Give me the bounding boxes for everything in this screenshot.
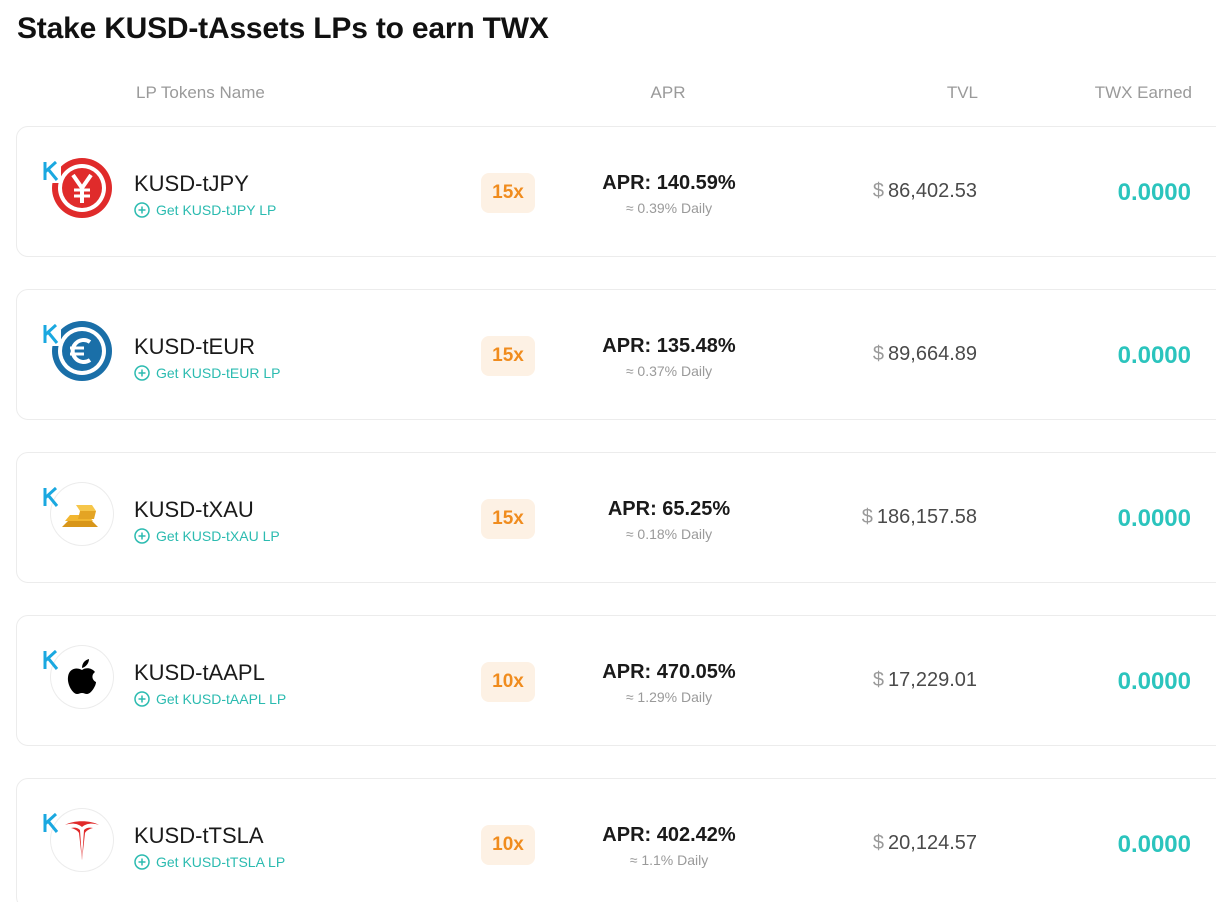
apr-value: APR: 65.25% bbox=[607, 498, 731, 520]
farm-row-taapl[interactable]: KUSD-tAAPL Get KUSD-tAAPL LP 10x APR: 47… bbox=[16, 615, 1216, 746]
apr-value: APR: 402.42% bbox=[602, 824, 736, 846]
get-lp-label: Get KUSD-tEUR LP bbox=[156, 365, 281, 381]
multiplier-badge: 15x bbox=[481, 499, 535, 539]
get-lp-label: Get KUSD-tAAPL LP bbox=[156, 691, 287, 707]
tvl-value: $186,157.58 bbox=[862, 506, 977, 529]
column-header-apr: APR bbox=[650, 83, 686, 102]
apr-value: APR: 470.05% bbox=[602, 661, 736, 683]
tvl-currency: $ bbox=[872, 669, 885, 691]
k-logo-icon bbox=[43, 324, 59, 344]
tvl-amount: 89,664.89 bbox=[888, 343, 977, 365]
tvl-amount: 86,402.53 bbox=[888, 180, 977, 202]
daily-rate: ≈ 1.1% Daily bbox=[629, 852, 709, 868]
tvl-currency: $ bbox=[861, 506, 873, 528]
multiplier-badge: 15x bbox=[481, 336, 535, 376]
apr-value: APR: 140.59% bbox=[602, 172, 736, 194]
k-logo-icon bbox=[43, 487, 59, 507]
daily-rate: ≈ 1.29% Daily bbox=[625, 689, 713, 705]
get-lp-label: Get KUSD-tTSLA LP bbox=[156, 854, 286, 870]
farm-row-tjpy[interactable]: KUSD-tJPY Get KUSD-tJPY LP 15x APR: 140.… bbox=[16, 126, 1216, 257]
lp-token-name: KUSD-tEUR bbox=[134, 334, 256, 359]
tvl-currency: $ bbox=[872, 180, 885, 202]
plus-circle-icon bbox=[134, 528, 150, 544]
daily-rate: ≈ 0.37% Daily bbox=[625, 363, 713, 379]
farm-row-ttsla[interactable]: KUSD-tTSLA Get KUSD-tTSLA LP 10x APR: 40… bbox=[16, 778, 1216, 902]
multiplier-badge: 10x bbox=[481, 662, 535, 702]
apr-value: APR: 135.48% bbox=[602, 335, 736, 357]
table-header: LP Tokens Name APR TVL TWX Earned bbox=[0, 83, 1216, 107]
tesla-icon bbox=[51, 809, 113, 871]
tvl-amount: 17,229.01 bbox=[888, 669, 977, 691]
column-header-tvl: TVL bbox=[946, 83, 978, 102]
page-title: Stake KUSD-tAssets LPs to earn TWX bbox=[17, 12, 549, 45]
column-header-earned: TWX Earned bbox=[1094, 83, 1192, 102]
lp-token-name: KUSD-tJPY bbox=[134, 171, 249, 196]
twx-earned-value: 0.0000 bbox=[1117, 342, 1191, 369]
tvl-amount: 186,157.58 bbox=[876, 506, 977, 528]
get-lp-link[interactable]: Get KUSD-tXAU LP bbox=[134, 528, 280, 544]
k-logo-icon bbox=[43, 161, 59, 181]
plus-circle-icon bbox=[134, 365, 150, 381]
tvl-value: $89,664.89 bbox=[873, 343, 977, 366]
daily-rate: ≈ 0.18% Daily bbox=[625, 526, 713, 542]
tvl-value: $86,402.53 bbox=[873, 180, 977, 203]
lp-token-name: KUSD-tAAPL bbox=[134, 660, 265, 685]
gold-bars-icon bbox=[51, 483, 113, 545]
get-lp-link[interactable]: Get KUSD-tEUR LP bbox=[134, 365, 280, 381]
multiplier-badge: 10x bbox=[481, 825, 535, 865]
lp-token-name: KUSD-tXAU bbox=[134, 497, 254, 522]
twx-earned-value: 0.0000 bbox=[1117, 668, 1191, 695]
plus-circle-icon bbox=[134, 854, 150, 870]
yen-icon bbox=[51, 157, 113, 219]
tvl-currency: $ bbox=[872, 343, 885, 365]
get-lp-label: Get KUSD-tJPY LP bbox=[156, 202, 277, 218]
multiplier-badge: 15x bbox=[481, 173, 535, 213]
plus-circle-icon bbox=[134, 202, 150, 218]
lp-token-name: KUSD-tTSLA bbox=[134, 823, 264, 848]
tvl-currency: $ bbox=[872, 832, 885, 854]
twx-earned-value: 0.0000 bbox=[1117, 505, 1191, 532]
get-lp-label: Get KUSD-tXAU LP bbox=[156, 528, 280, 544]
get-lp-link[interactable]: Get KUSD-tTSLA LP bbox=[134, 854, 285, 870]
euro-icon bbox=[51, 320, 113, 382]
column-header-name: LP Tokens Name bbox=[136, 83, 265, 102]
plus-circle-icon bbox=[134, 691, 150, 707]
get-lp-link[interactable]: Get KUSD-tAAPL LP bbox=[134, 691, 286, 707]
farm-row-txau[interactable]: KUSD-tXAU Get KUSD-tXAU LP 15x APR: 65.2… bbox=[16, 452, 1216, 583]
tvl-amount: 20,124.57 bbox=[888, 832, 977, 854]
k-logo-icon bbox=[43, 650, 59, 670]
apple-icon bbox=[51, 646, 113, 708]
k-logo-icon bbox=[43, 813, 59, 833]
daily-rate: ≈ 0.39% Daily bbox=[625, 200, 713, 216]
twx-earned-value: 0.0000 bbox=[1117, 179, 1191, 206]
tvl-value: $20,124.57 bbox=[873, 832, 977, 855]
tvl-value: $17,229.01 bbox=[873, 669, 977, 692]
farm-row-teur[interactable]: KUSD-tEUR Get KUSD-tEUR LP 15x APR: 135.… bbox=[16, 289, 1216, 420]
twx-earned-value: 0.0000 bbox=[1117, 831, 1191, 858]
get-lp-link[interactable]: Get KUSD-tJPY LP bbox=[134, 202, 276, 218]
